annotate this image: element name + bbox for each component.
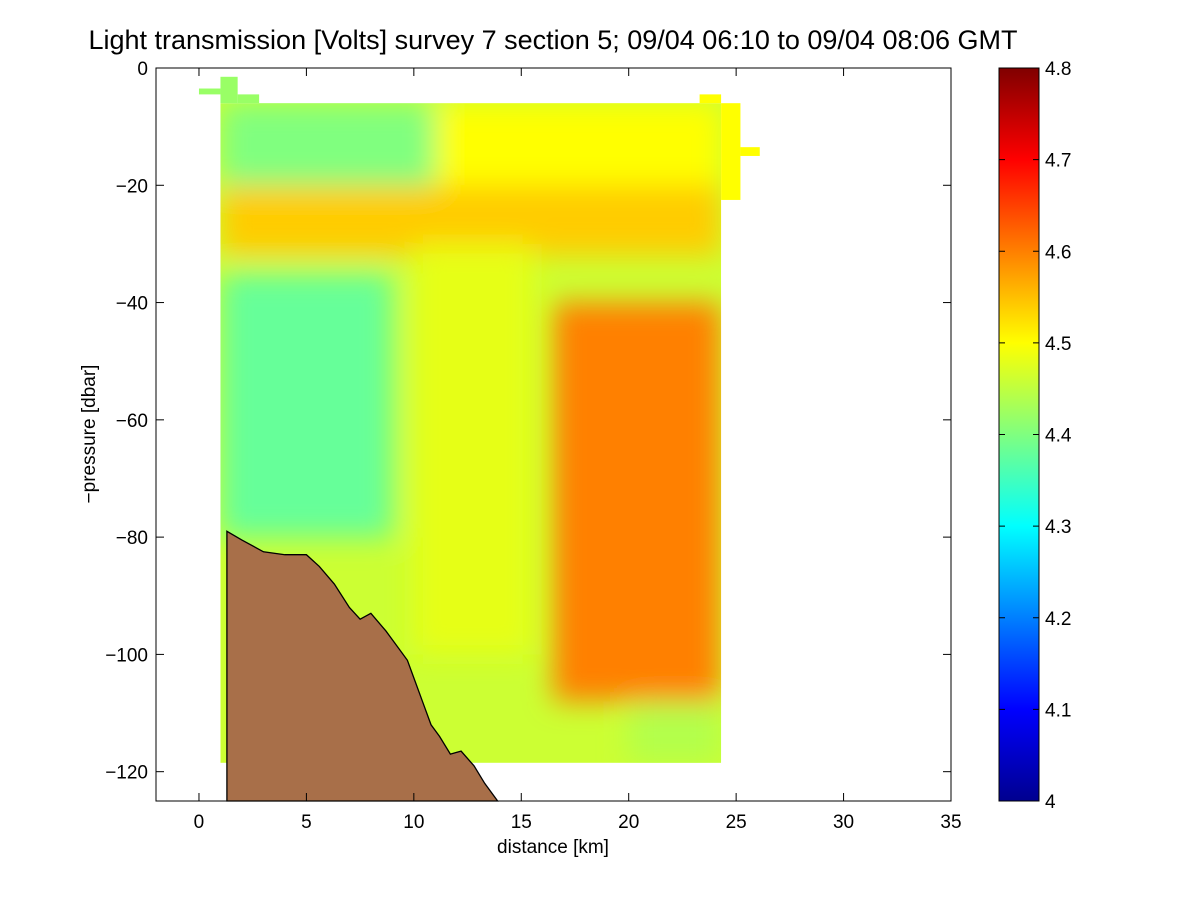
field-region (435, 103, 722, 198)
field-regions (220, 103, 722, 763)
field-patch (198, 88, 221, 95)
y-tick-label: −80 (116, 528, 148, 549)
plot-frame (155, 67, 952, 802)
colorbar-tick-label: 4.5 (1045, 334, 1071, 355)
chart-title: Light transmission [Volts] survey 7 sect… (88, 25, 1017, 55)
colorbar-tick-label: 4.6 (1045, 242, 1071, 263)
data-gaps (198, 76, 760, 200)
y-axis: 0 −20 −40 −60 −80 −100 −120 (105, 59, 951, 784)
colorbar-frame (998, 67, 1040, 802)
y-tick-label: −40 (116, 294, 148, 315)
x-tick-label: 35 (940, 812, 961, 833)
colorbar-tick-label: 4.2 (1045, 609, 1071, 630)
colorbar-tick-label: 4 (1045, 792, 1056, 813)
colorbar-tick-label: 4.1 (1045, 700, 1071, 721)
x-tick-label: 20 (618, 812, 639, 833)
y-tick-label: −100 (105, 645, 148, 666)
field-region (413, 243, 533, 655)
x-tick-label: 15 (511, 812, 532, 833)
colorbar-tick-label: 4.3 (1045, 517, 1071, 538)
transmission-field (220, 103, 722, 763)
colorbar-tick-label: 4.4 (1045, 426, 1072, 447)
colorbar-gradient (999, 68, 1039, 801)
x-axis: 0 5 10 15 20 25 30 35 (194, 68, 962, 833)
field-patch (237, 94, 260, 104)
field-patch (740, 147, 760, 156)
y-tick-label: 0 (137, 59, 148, 80)
field-patch (220, 76, 238, 104)
x-tick-label: 5 (301, 812, 312, 833)
x-tick-label: 30 (833, 812, 854, 833)
field-region (553, 302, 722, 702)
field-patch (699, 94, 722, 104)
field-region (220, 103, 436, 198)
y-tick-label: −20 (116, 176, 148, 197)
x-tick-label: 10 (403, 812, 424, 833)
y-axis-label: −pressure [dbar] (79, 365, 100, 504)
y-tick-label: −60 (116, 411, 148, 432)
field-patch (721, 103, 741, 200)
x-axis-label: distance [km] (497, 837, 609, 858)
plot-area: 0 5 10 15 20 25 30 35 0 −20 −40 −60 −80 −100 −120 (105, 59, 961, 833)
colorbar-tick-label: 4.8 (1045, 59, 1071, 80)
colorbar-tick-label: 4.7 (1045, 151, 1071, 172)
y-tick-label: −120 (105, 763, 148, 784)
x-tick-label: 0 (194, 812, 205, 833)
colorbar: 4 4.1 4.2 4.3 4.4 4.5 4.6 4.7 4.8 (998, 59, 1072, 813)
field-region (220, 273, 393, 538)
x-tick-label: 25 (726, 812, 747, 833)
bathymetry-seafloor (226, 530, 499, 802)
field-region (628, 701, 722, 763)
